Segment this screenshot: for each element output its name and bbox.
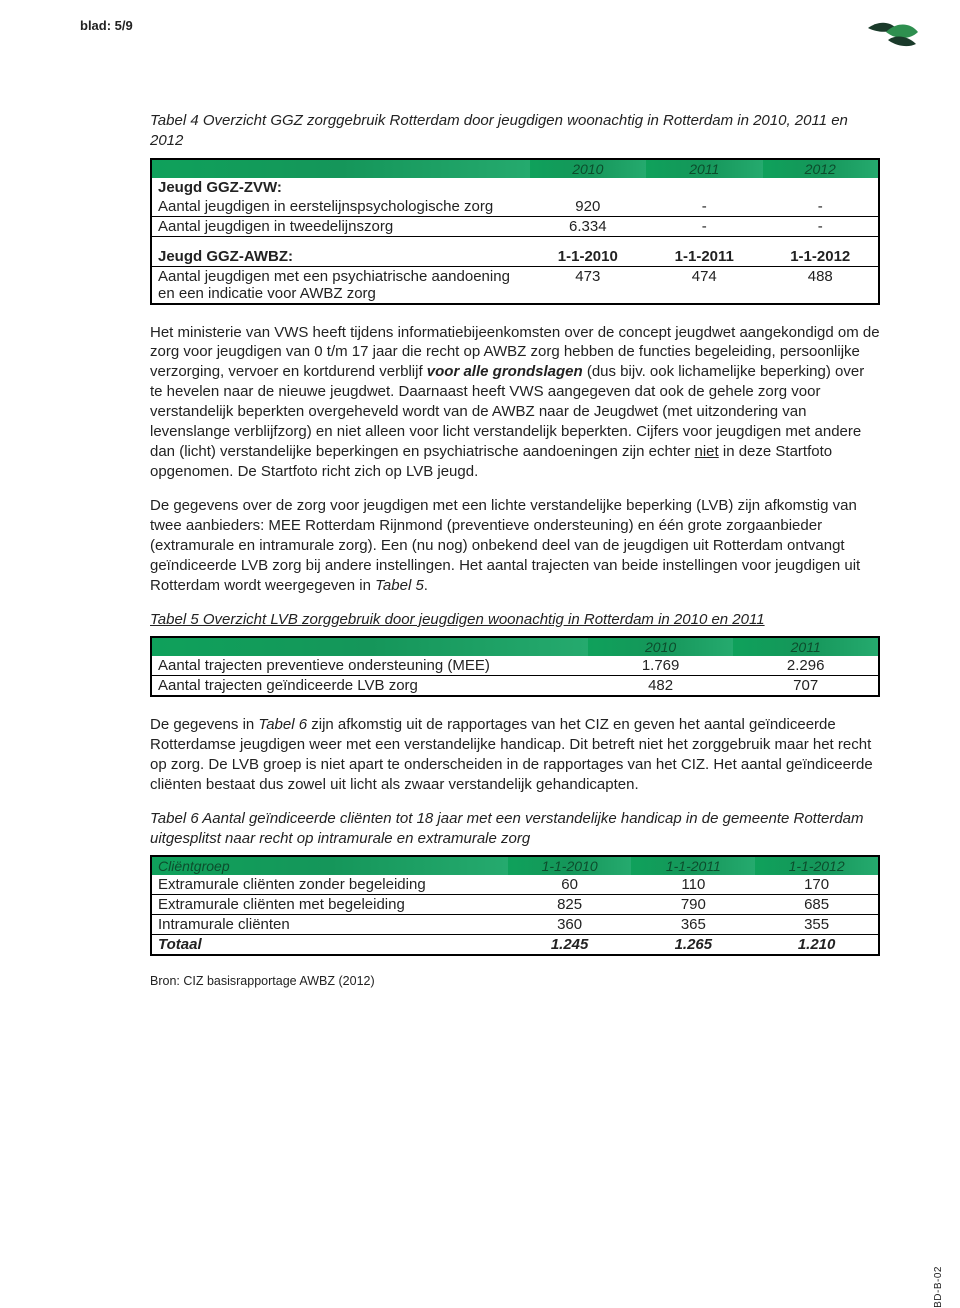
cell: 488 (763, 266, 880, 304)
cell: 685 (755, 895, 879, 915)
cell: 1.210 (755, 935, 879, 956)
paragraph-2: De gegevens over de zorg voor jeugdigen … (150, 496, 880, 596)
text: De gegevens in (150, 716, 258, 733)
table-header-cell: 2011 (733, 637, 879, 656)
table-header-cell: 2010 (530, 159, 646, 178)
table-row: Aantal trajecten preventieve ondersteuni… (151, 656, 879, 676)
leaf-logo-icon (866, 18, 920, 50)
underline: niet (695, 443, 719, 460)
cell: 920 (530, 197, 646, 217)
cell: 170 (755, 875, 879, 895)
page-header-blad: blad: 5/9 (80, 18, 910, 33)
cell: - (763, 216, 880, 236)
cell: - (646, 216, 762, 236)
cell-label: Extramurale cliënten met begeleiding (151, 895, 508, 915)
table-row: Jeugd GGZ-ZVW: (151, 178, 879, 197)
cell-label: Totaal (151, 935, 508, 956)
table-header-cell: 2012 (763, 159, 880, 178)
tabel4-caption: Tabel 4 Overzicht GGZ zorggebruik Rotter… (150, 111, 880, 152)
cell: 110 (631, 875, 755, 895)
emphasis: voor alle grondslagen (427, 363, 583, 380)
cell: 1.265 (631, 935, 755, 956)
table-header-cell (151, 159, 530, 178)
cell: - (763, 197, 880, 217)
side-code: BD-B-02 (933, 1266, 944, 1308)
cell: 365 (631, 915, 755, 935)
table-row: Aantal jeugdigen in eerstelijnspsycholog… (151, 197, 879, 217)
cell: 790 (631, 895, 755, 915)
text: . (424, 577, 428, 594)
cell-label: Aantal trajecten preventieve ondersteuni… (151, 656, 588, 676)
tabel5-header-row: 2010 2011 (151, 637, 879, 656)
table-total-row: Totaal 1.245 1.265 1.210 (151, 935, 879, 956)
emphasis: Tabel 6 (258, 716, 307, 733)
cell: 1-1-2010 (530, 247, 646, 267)
cell-label: Aantal jeugdigen met een psychiatrische … (151, 266, 530, 304)
tabel6: Cliëntgroep 1-1-2010 1-1-2011 1-1-2012 E… (150, 855, 880, 956)
cell: - (646, 197, 762, 217)
emphasis: Tabel 5 (375, 577, 424, 594)
tabel4-header-row: 2010 2011 2012 (151, 159, 879, 178)
tabel4: 2010 2011 2012 Jeugd GGZ-ZVW: Aantal jeu… (150, 158, 880, 305)
spacer-row (151, 236, 879, 247)
table-header-cell: 1-1-2011 (631, 856, 755, 875)
cell: 355 (755, 915, 879, 935)
tabel6-header-row: Cliëntgroep 1-1-2010 1-1-2011 1-1-2012 (151, 856, 879, 875)
table-row: Aantal jeugdigen in tweedelijnszorg 6.33… (151, 216, 879, 236)
cell: 1.245 (508, 935, 632, 956)
cell: 360 (508, 915, 632, 935)
cell: 825 (508, 895, 632, 915)
tabel6-caption: Tabel 6 Aantal geïndiceerde cliënten tot… (150, 809, 880, 850)
table-row: Extramurale cliënten zonder begeleiding … (151, 875, 879, 895)
table-header-cell: 1-1-2010 (508, 856, 632, 875)
cell: 482 (588, 675, 734, 696)
document-page: blad: 5/9 Tabel 4 Overzicht GGZ zorggebr… (0, 0, 960, 1306)
cell: 60 (508, 875, 632, 895)
cell: 6.334 (530, 216, 646, 236)
cell-label: Aantal trajecten geïndiceerde LVB zorg (151, 675, 588, 696)
cell: 473 (530, 266, 646, 304)
text: De gegevens over de zorg voor jeugdigen … (150, 497, 860, 594)
table-header-cell: Cliëntgroep (151, 856, 508, 875)
cell-label: Intramurale cliënten (151, 915, 508, 935)
paragraph-1: Het ministerie van VWS heeft tijdens inf… (150, 323, 880, 483)
cell: 1-1-2011 (646, 247, 762, 267)
cell: 707 (733, 675, 879, 696)
table-row: Intramurale cliënten 360 365 355 (151, 915, 879, 935)
paragraph-3: De gegevens in Tabel 6 zijn afkomstig ui… (150, 715, 880, 795)
cell-label: Extramurale cliënten zonder begeleiding (151, 875, 508, 895)
table-header-cell (151, 637, 588, 656)
table-row: Aantal trajecten geïndiceerde LVB zorg 4… (151, 675, 879, 696)
tabel6-source: Bron: CIZ basisrapportage AWBZ (2012) (150, 974, 880, 988)
content-area: Tabel 4 Overzicht GGZ zorggebruik Rotter… (150, 111, 880, 988)
table-header-cell: 1-1-2012 (755, 856, 879, 875)
table-header-cell: 2011 (646, 159, 762, 178)
cell: 2.296 (733, 656, 879, 676)
section-title: Jeugd GGZ-AWBZ: (151, 247, 530, 267)
table-row: Aantal jeugdigen met een psychiatrische … (151, 266, 879, 304)
cell: 474 (646, 266, 762, 304)
tabel5: 2010 2011 Aantal trajecten preventieve o… (150, 636, 880, 697)
section-title: Jeugd GGZ-ZVW: (151, 178, 530, 197)
table-row: Extramurale cliënten met begeleiding 825… (151, 895, 879, 915)
tabel5-caption: Tabel 5 Overzicht LVB zorggebruik door j… (150, 610, 880, 630)
cell-label: Aantal jeugdigen in tweedelijnszorg (151, 216, 530, 236)
table-header-cell: 2010 (588, 637, 734, 656)
cell: 1-1-2012 (763, 247, 880, 267)
table-row: Jeugd GGZ-AWBZ: 1-1-2010 1-1-2011 1-1-20… (151, 247, 879, 267)
cell-label: Aantal jeugdigen in eerstelijnspsycholog… (151, 197, 530, 217)
cell: 1.769 (588, 656, 734, 676)
